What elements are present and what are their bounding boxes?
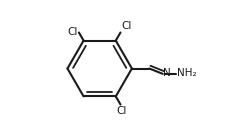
Text: N: N <box>163 68 171 78</box>
Text: Cl: Cl <box>67 27 77 37</box>
Text: Cl: Cl <box>122 21 132 31</box>
Text: NH₂: NH₂ <box>177 68 196 78</box>
Text: Cl: Cl <box>116 106 126 116</box>
